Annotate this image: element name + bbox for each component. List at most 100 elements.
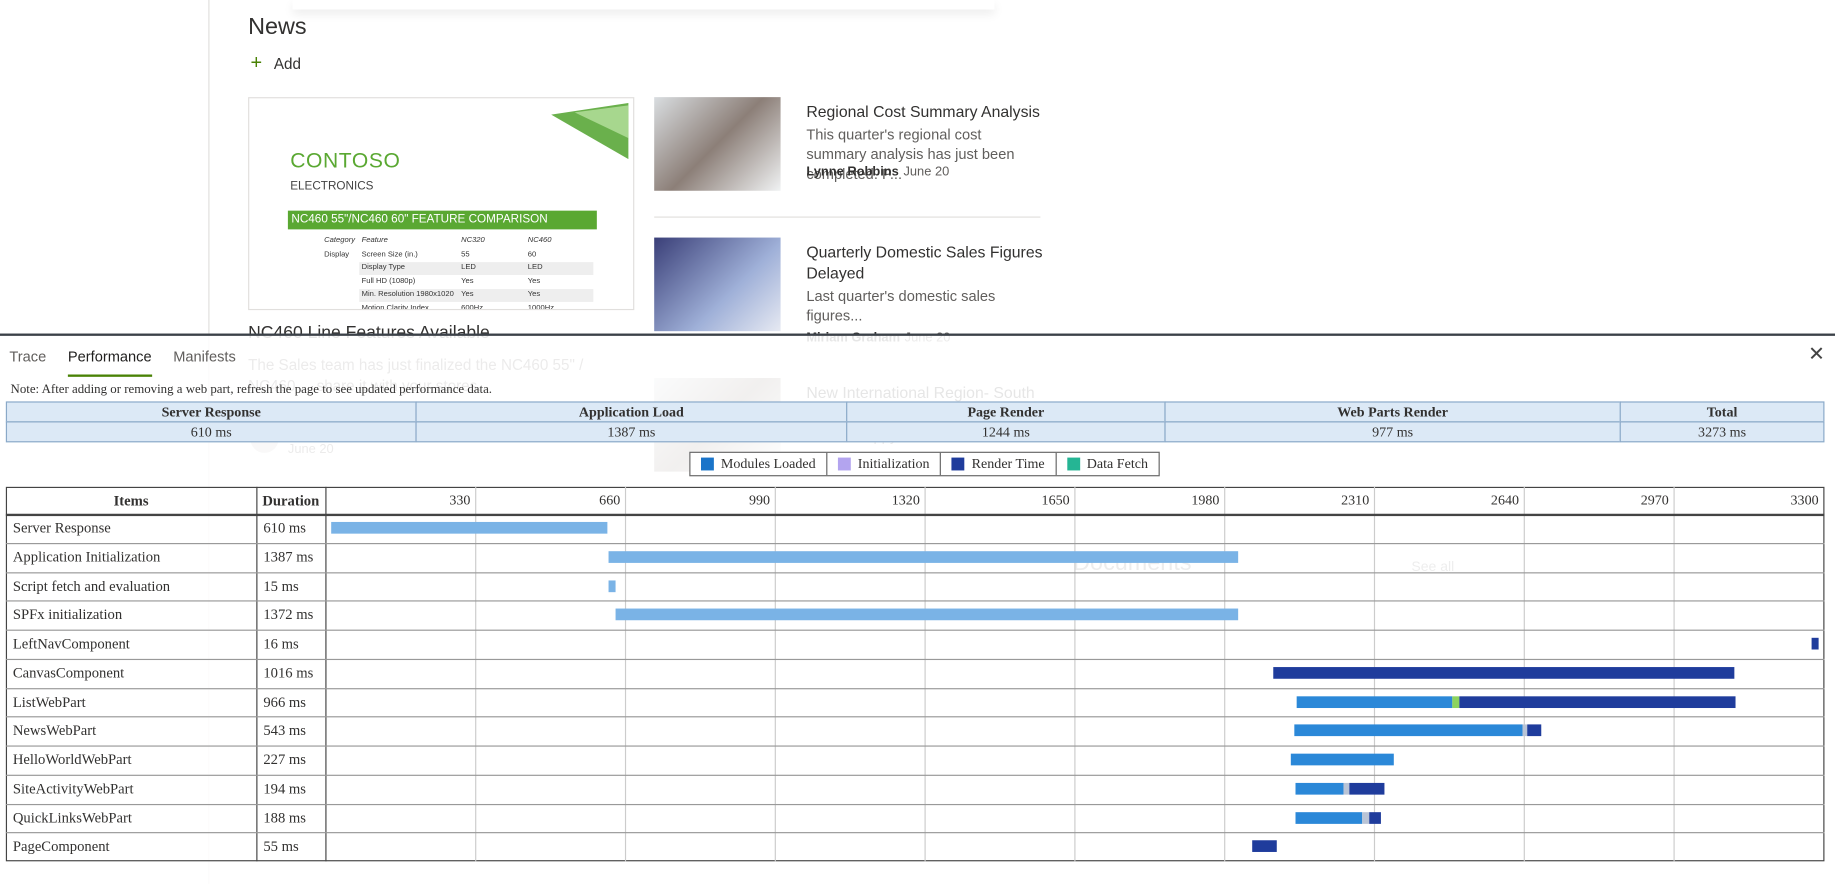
doc-cell: Yes (527, 276, 541, 285)
x-tick-label: 3300 (1790, 491, 1819, 508)
summary-header: Total (1619, 401, 1825, 423)
row-line (5, 745, 1825, 747)
duration: 227 ms (263, 751, 306, 768)
duration: 610 ms (263, 519, 306, 536)
legend-item: Data Fetch (1055, 452, 1158, 476)
tab[interactable]: Performance (67, 348, 152, 366)
timeline-bar (1273, 666, 1735, 679)
timeline-bar (1458, 695, 1736, 708)
col-line (325, 486, 327, 862)
tab[interactable]: Manifests (173, 348, 236, 366)
tab[interactable]: Trace (9, 348, 47, 366)
item-name: CanvasComponent (12, 664, 125, 681)
doc-cell: Display (324, 249, 350, 259)
duration: 16 ms (263, 635, 299, 652)
duration: 1016 ms (263, 664, 314, 681)
duration: 543 ms (263, 722, 306, 739)
doc-banner: NC460 55"/NC460 60" FEATURE COMPARISON (287, 210, 597, 230)
news-summary: Last quarter's domestic sales figures... (806, 287, 996, 325)
summary-header: Web Parts Render (1164, 401, 1621, 423)
legend-label: Data Fetch (1086, 455, 1148, 472)
timeline-bar (1811, 637, 1819, 650)
debug-panel: ✕ Trace Performance Manifests Note: After a… (0, 333, 1835, 884)
doc-cell: Category (324, 236, 356, 245)
item-name: PageComponent (12, 838, 110, 855)
timeline-bar (615, 608, 1239, 621)
summary-header: Server Response (5, 401, 417, 423)
doc-sub: ELECTRONICS (290, 180, 374, 194)
doc-cell: Full HD (1080p) (361, 276, 416, 285)
doc-row-bg (359, 289, 594, 302)
doc-brand: CONTOSO (290, 148, 401, 173)
doc-cell: 55 (461, 249, 470, 259)
legend-swatch (951, 457, 965, 471)
doc-cell: LED (527, 263, 543, 272)
doc-cell: LED (461, 263, 476, 272)
doc-cell: 1000Hz (527, 303, 555, 311)
doc-cell: 600Hz (461, 303, 484, 311)
duration: 1387 ms (263, 548, 314, 565)
column-header: Duration (262, 492, 320, 510)
row-line (5, 774, 1825, 776)
timeline-bar (1349, 782, 1384, 795)
row-line (5, 687, 1825, 689)
x-tick-label: 1650 (1041, 491, 1070, 508)
news-title: Regional Cost Summary Analysis (806, 102, 1040, 121)
x-tick-label: 1980 (1191, 491, 1220, 508)
summary-value: 1244 ms (846, 421, 1166, 443)
row-line (5, 832, 1825, 834)
timeline-bar (1296, 695, 1453, 708)
row-line (5, 803, 1825, 805)
doc-cell: Screen Size (in.) (361, 249, 418, 259)
doc-corner (551, 102, 629, 160)
legend-swatch (700, 457, 714, 471)
timeline-bar (1452, 695, 1459, 708)
timeline-bar (1290, 753, 1394, 766)
timeline-bar (1295, 811, 1362, 824)
timeline-bar (1527, 724, 1541, 737)
add-button[interactable]: Add (273, 55, 301, 73)
summary-value: 3273 ms (1619, 421, 1825, 443)
legend-label: Modules Loaded (720, 455, 816, 472)
row-line (5, 571, 1825, 573)
close-button[interactable]: ✕ (1808, 342, 1825, 366)
grid-line (924, 486, 926, 862)
section-heading: News (248, 14, 307, 40)
featured-image: CONTOSO ELECTRONICS NC460 55"/NC460 60" … (248, 97, 635, 311)
doc-cell: Display Type (361, 263, 406, 272)
legend-label: Render Time (971, 455, 1045, 472)
add-icon[interactable]: + (250, 51, 263, 74)
duration: 966 ms (263, 693, 306, 710)
doc-cell: Feature (361, 236, 388, 245)
timeline-bar (1361, 811, 1370, 824)
x-tick-label: 2640 (1490, 491, 1520, 508)
news-summary: This quarter's regional cost summary ana… (806, 126, 1015, 183)
duration: 15 ms (263, 577, 299, 594)
doc-cell: Yes (461, 276, 474, 285)
x-tick-label: 330 (449, 491, 471, 508)
grid-line (1074, 486, 1076, 862)
timeline-bar (330, 521, 608, 534)
item-name: SPFx initialization (12, 606, 123, 623)
timeline-bar (1343, 782, 1350, 795)
legend-label: Initialization (857, 455, 930, 472)
legend-swatch (1066, 457, 1080, 471)
doc-cell: Yes (461, 290, 474, 299)
item-name: Application Initialization (12, 548, 161, 565)
note: Note: After adding or removing a web par… (10, 382, 493, 397)
x-tick-label: 660 (599, 491, 621, 508)
news-thumbnail (654, 97, 781, 191)
doc-cell: NC460 (527, 236, 552, 245)
x-tick-label: 2310 (1341, 491, 1370, 508)
grid-line (774, 486, 776, 862)
row-line (5, 629, 1825, 631)
item-name: QuickLinksWebPart (12, 809, 132, 826)
legend-item: Initialization (826, 452, 940, 476)
row-line (5, 600, 1825, 602)
legend: Modules Loaded Initialization Render Time D… (689, 451, 1160, 477)
doc-cell: NC320 (461, 236, 485, 245)
summary-header: Application Load (415, 401, 848, 423)
legend-item: Modules Loaded (690, 453, 826, 475)
